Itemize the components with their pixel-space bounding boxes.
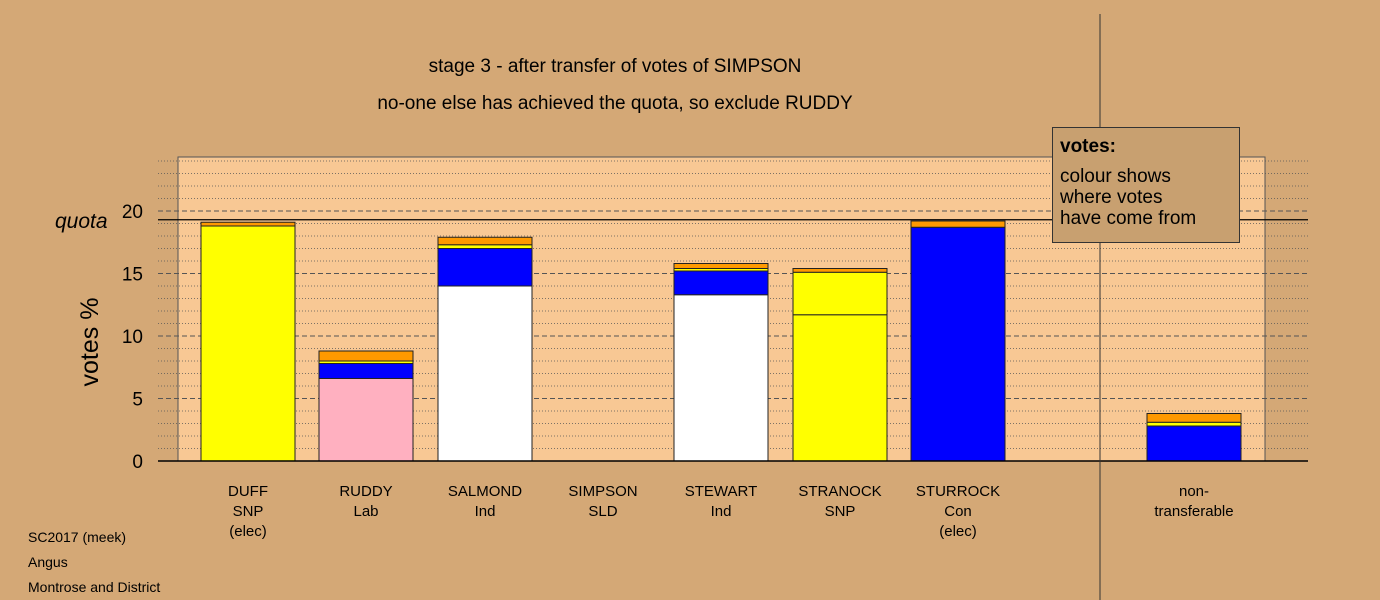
candidate-party: Ind	[474, 503, 496, 520]
legend-line: where votes	[1060, 187, 1163, 208]
legend-title: votes:	[1060, 136, 1116, 157]
bar-segment	[673, 294, 769, 462]
bar-stranock	[792, 268, 888, 462]
bar-sturrock	[910, 220, 1006, 462]
bar-segment	[910, 220, 1006, 228]
bar-segment	[437, 285, 533, 462]
bar-segment	[318, 378, 414, 462]
bar-segment	[673, 263, 769, 269]
bar-stewart	[673, 263, 769, 462]
bar-segment	[910, 226, 1006, 462]
candidate-label-duff: DUFF SNP (elec)	[183, 482, 313, 542]
candidate-note: (elec)	[939, 523, 977, 540]
candidate-label-ruddy: RUDDY Lab	[301, 482, 431, 522]
bar-segment	[792, 271, 888, 316]
bar-segment	[792, 268, 888, 273]
footer-method: SC2017 (meek)	[28, 529, 127, 545]
candidate-name: DUFF	[228, 483, 268, 500]
candidate-party: Ind	[710, 503, 732, 520]
legend: votes: colour shows where votes have com…	[1052, 127, 1240, 243]
bar-duff	[200, 221, 296, 462]
candidate-party: Con	[944, 503, 972, 520]
bar-segment	[437, 248, 533, 287]
bar-segment	[200, 221, 296, 227]
bar-segment	[673, 270, 769, 296]
nontransferable-label-line: non-	[1178, 483, 1210, 500]
legend-line: colour shows	[1060, 166, 1171, 187]
y-tick-label: 5	[132, 390, 143, 411]
legend-line: have come from	[1060, 208, 1197, 229]
candidate-name: RUDDY	[339, 483, 393, 500]
chart-subtitle: no-one else has achieved the quota, so e…	[377, 93, 853, 114]
bar-segment	[318, 363, 414, 379]
candidate-party: SNP	[824, 503, 856, 520]
candidate-name: SIMPSON	[568, 483, 638, 500]
candidate-party: SLD	[588, 503, 618, 520]
quota-label: quota	[55, 210, 108, 233]
candidate-note: (elec)	[229, 523, 267, 540]
bar-salmond	[437, 236, 533, 462]
bar-segment	[318, 350, 414, 362]
bar-segment	[200, 225, 296, 462]
candidate-name: SALMOND	[447, 483, 523, 500]
bar-segment	[1146, 421, 1242, 427]
bar-segment	[437, 236, 533, 246]
bar-nontransferable	[1146, 413, 1242, 462]
y-tick-label: 15	[122, 265, 143, 286]
y-axis: 0 5 10 15 20	[122, 202, 143, 473]
y-tick-label: 0	[132, 452, 143, 473]
footer-ward: Montrose and District	[28, 579, 161, 595]
candidate-label-salmond: SALMOND Ind	[420, 482, 550, 522]
bar-ruddy	[318, 350, 414, 462]
bar-segment	[437, 244, 533, 249]
nontransferable-label-line: transferable	[1154, 503, 1234, 520]
candidate-name: STURROCK	[915, 483, 1001, 500]
bars	[200, 220, 1242, 462]
chart-title: stage 3 - after transfer of votes of SIM…	[428, 56, 802, 77]
footer-council: Angus	[28, 554, 68, 570]
bar-segment	[1146, 413, 1242, 423]
candidate-name: STRANOCK	[798, 483, 882, 500]
bar-segment	[1146, 425, 1242, 462]
candidate-label-stewart: STEWART Ind	[656, 482, 786, 522]
candidate-party: SNP	[232, 503, 264, 520]
candidate-label-stranock: STRANOCK SNP	[775, 482, 905, 522]
y-tick-label: 10	[122, 327, 143, 348]
y-tick-label: 20	[122, 202, 143, 223]
bar-segment	[792, 314, 888, 462]
candidate-label-sturrock: STURROCK Con (elec)	[893, 482, 1023, 542]
candidate-name: STEWART	[684, 483, 758, 500]
nontransferable-label: non-transferable	[1129, 482, 1259, 522]
candidate-party: Lab	[353, 503, 379, 520]
y-axis-title: votes %	[76, 298, 104, 387]
candidate-label-simpson: SIMPSON SLD	[538, 482, 668, 522]
